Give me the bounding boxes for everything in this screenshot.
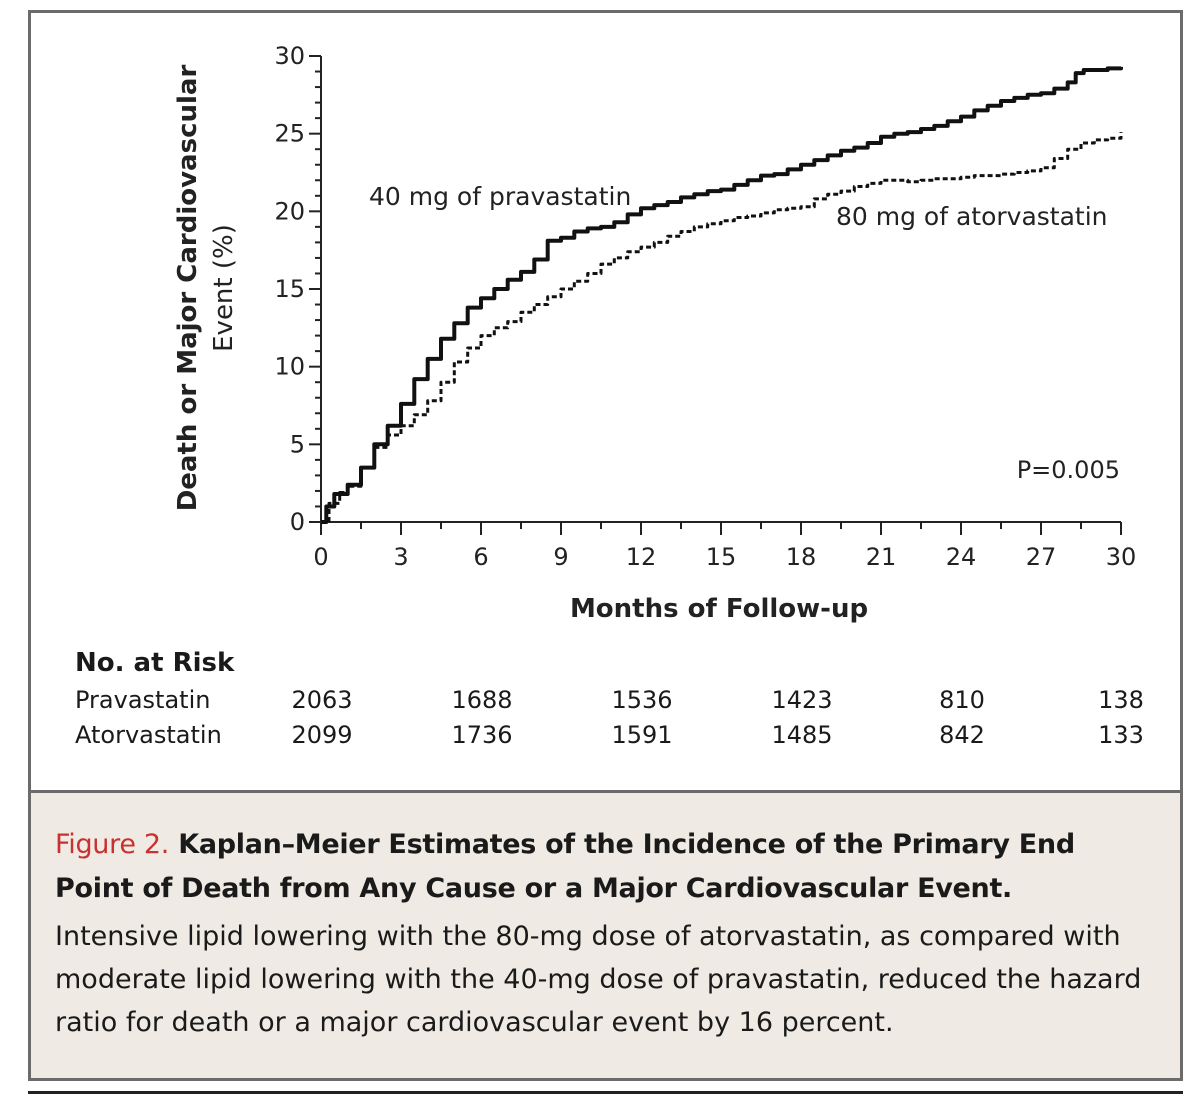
series-label-pravastatin: 40 mg of pravastatin (369, 182, 631, 211)
figure-caption: Figure 2. Kaplan–Meier Estimates of the … (31, 790, 1180, 1078)
caption-body: Intensive lipid lowering with the 80-mg … (55, 921, 1142, 1038)
x-tick-label: 24 (946, 543, 977, 571)
x-tick-label: 27 (1026, 543, 1057, 571)
figure-label: Figure 2. (55, 829, 170, 860)
x-tick-label: 0 (313, 543, 328, 571)
x-axis-label: Months of Follow-up (570, 594, 868, 624)
x-tick-label: 30 (1106, 543, 1137, 571)
km-chart: 0 5 10 15 20 25 30 0 3 6 9 12 15 18 21 24 27 30 Death or… (173, 42, 1136, 624)
risk-cell: 1485 (771, 721, 833, 749)
y-tick-label: 0 (290, 508, 305, 536)
risk-cell: 1688 (451, 686, 513, 714)
risk-cell: 1536 (611, 686, 673, 714)
risk-table-title: No. at Risk (75, 648, 235, 678)
y-ticks: 0 5 10 15 20 25 30 (274, 42, 321, 536)
risk-row-label-pravastatin: Pravastatin (75, 686, 211, 714)
caption-title: Kaplan–Meier Estimates of the Incidence … (55, 829, 1075, 904)
series-label-atorvastatin: 80 mg of atorvastatin (836, 202, 1108, 231)
bottom-rule (28, 1091, 1183, 1094)
risk-cell: 1736 (451, 721, 513, 749)
y-axis-label-line2: Event (%) (209, 224, 239, 352)
y-tick-label: 25 (274, 120, 305, 148)
risk-cell: 810 (939, 686, 985, 714)
risk-row-label-atorvastatin: Atorvastatin (75, 721, 222, 749)
risk-cell: 138 (1098, 686, 1144, 714)
y-tick-label: 30 (274, 42, 305, 70)
risk-cell: 2063 (291, 686, 353, 714)
y-axis-label-line1: Death or Major Cardiovascular (173, 65, 203, 512)
risk-cell: 842 (939, 721, 985, 749)
x-tick-label: 18 (786, 543, 817, 571)
chart-axes (320, 56, 1121, 523)
x-tick-label: 21 (866, 543, 897, 571)
x-tick-label: 12 (626, 543, 657, 571)
risk-cell: 133 (1098, 721, 1144, 749)
x-tick-label: 6 (473, 543, 488, 571)
risk-cell: 2099 (291, 721, 353, 749)
y-tick-label: 15 (274, 275, 305, 303)
series-group (321, 66, 1123, 524)
x-ticks: 0 3 6 9 12 15 18 21 24 27 30 (313, 522, 1136, 571)
risk-table: No. at Risk Pravastatin Atorvastatin 206… (75, 648, 1165, 758)
y-tick-label: 5 (290, 430, 305, 458)
risk-cell: 1591 (611, 721, 673, 749)
caption-heading: Figure 2. Kaplan–Meier Estimates of the … (55, 823, 1156, 911)
series-line-atorvastatin (321, 132, 1123, 524)
y-tick-label: 10 (274, 353, 305, 381)
x-tick-label: 9 (553, 543, 568, 571)
y-tick-label: 20 (274, 197, 305, 225)
risk-cell: 1423 (771, 686, 833, 714)
x-tick-label: 15 (706, 543, 737, 571)
series-line-pravastatin (321, 66, 1123, 524)
p-value: P=0.005 (1017, 456, 1120, 484)
x-tick-label: 3 (393, 543, 408, 571)
